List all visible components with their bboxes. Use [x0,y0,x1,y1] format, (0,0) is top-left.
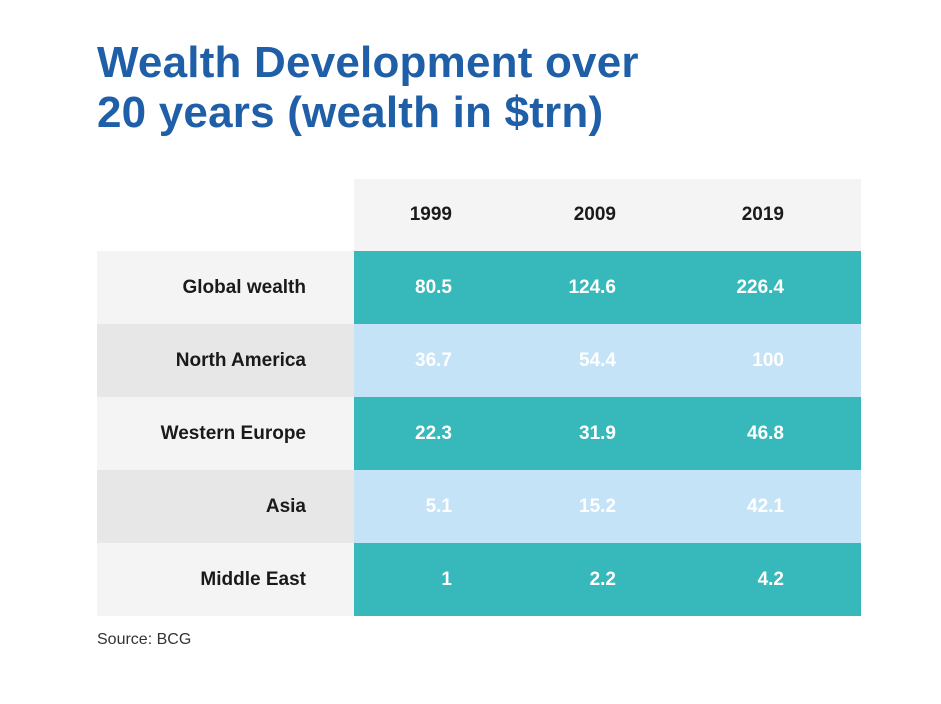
table-row: Middle East 1 2.2 4.2 [97,543,861,616]
table-cell: 31.9 [579,422,616,444]
table-cell: 36.7 [415,349,452,371]
column-header-2019: 2019 [741,204,784,225]
table-cell: 124.6 [568,276,616,298]
row-values: 5.1 15.2 42.1 [354,470,861,543]
table-cell: 15.2 [579,495,616,517]
column-header-2009: 2009 [573,204,616,225]
table-cell: 42.1 [747,495,784,517]
title-line-2: 20 years (wealth in $trn) [97,88,604,137]
row-values: 22.3 31.9 46.8 [354,397,861,470]
table-cell: 80.5 [415,276,452,298]
row-label: Middle East [97,543,354,616]
table-cell: 100 [752,349,784,371]
table-row: Global wealth 80.5 124.6 226.4 [97,251,861,324]
source-note: Source: BCG [97,631,192,648]
wealth-table: 1999 2009 2019 Global wealth 80.5 124.6 … [97,179,861,616]
table-cell: 2.2 [589,568,616,590]
column-header-1999: 1999 [409,204,452,225]
table-cell: 4.2 [757,568,784,590]
table-row: Asia 5.1 15.2 42.1 [97,470,861,543]
table-cell: 54.4 [579,349,616,371]
table-cell: 5.1 [425,495,452,517]
header-corner [97,179,354,251]
table-cell: 1 [441,568,452,590]
header-cells: 1999 2009 2019 [354,179,861,251]
table-row: Western Europe 22.3 31.9 46.8 [97,397,861,470]
row-label: North America [97,324,354,397]
row-label: Western Europe [97,397,354,470]
table-cell: 46.8 [747,422,784,444]
page-title: Wealth Development over 20 years (wealth… [97,38,857,138]
table-row: North America 36.7 54.4 100 [97,324,861,397]
row-values: 36.7 54.4 100 [354,324,861,397]
title-line-1: Wealth Development over [97,38,639,87]
table-cell: 226.4 [736,276,784,298]
row-values: 1 2.2 4.2 [354,543,861,616]
table-cell: 22.3 [415,422,452,444]
row-label: Global wealth [97,251,354,324]
row-label: Asia [97,470,354,543]
table-header-row: 1999 2009 2019 [97,179,861,251]
row-values: 80.5 124.6 226.4 [354,251,861,324]
